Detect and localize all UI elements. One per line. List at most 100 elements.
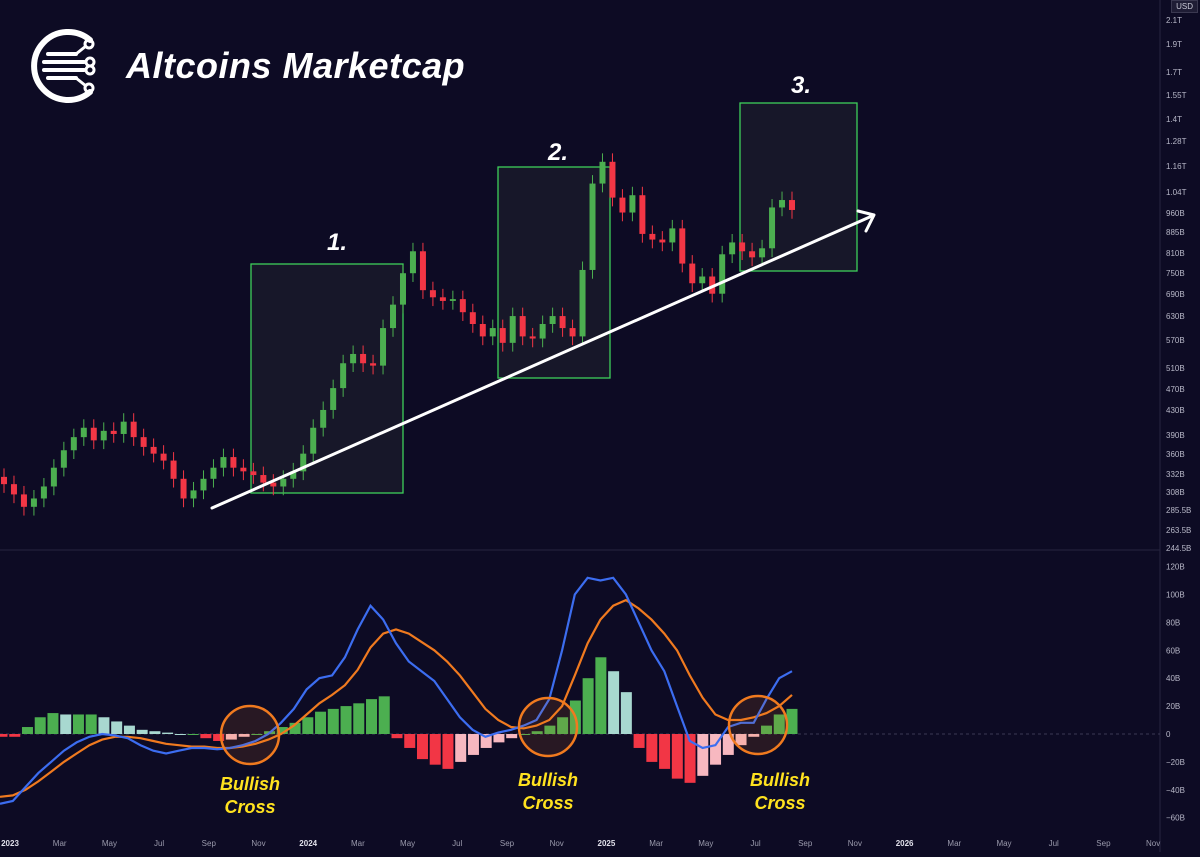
price-axis-tick: 390B xyxy=(1166,431,1185,440)
candle-body xyxy=(210,467,217,479)
candle-body xyxy=(320,409,327,428)
candle-body xyxy=(280,478,287,487)
macd-histogram-bar xyxy=(366,699,378,734)
bullish-cross-label: Bullish xyxy=(750,770,810,790)
candle-body xyxy=(370,363,377,366)
macd-histogram-bar xyxy=(582,678,594,734)
candle-body xyxy=(190,490,197,499)
candle-body xyxy=(70,437,77,451)
candle-body xyxy=(50,467,57,487)
candle-body xyxy=(449,299,456,301)
candle-body xyxy=(729,242,736,255)
macd-histogram-bar xyxy=(748,734,760,737)
macd-histogram-bar xyxy=(391,734,403,739)
candle-body xyxy=(10,484,17,495)
macd-histogram-group xyxy=(0,657,798,783)
macd-histogram-bar xyxy=(315,711,327,734)
candle-body xyxy=(559,316,566,329)
macd-histogram-bar xyxy=(21,727,33,734)
bullish-cross-label: Cross xyxy=(754,793,805,813)
candle-body xyxy=(110,430,117,434)
price-axis-tick: 1.28T xyxy=(1166,137,1187,146)
candle-body xyxy=(479,324,486,337)
time-axis-tick: Jul xyxy=(154,839,164,848)
macd-histogram-bar xyxy=(251,734,263,735)
candle-body xyxy=(549,316,556,325)
candle-body xyxy=(60,450,67,468)
macd-histogram-bar xyxy=(98,717,110,734)
macd-histogram-bar xyxy=(671,734,683,779)
brand-logo: Altcoins Marketcap xyxy=(28,26,465,106)
price-axis-tick: 470B xyxy=(1166,385,1185,394)
macd-histogram-bar xyxy=(710,734,722,765)
candle-body xyxy=(1,476,7,485)
price-axis-tick: 570B xyxy=(1166,336,1185,345)
macd-histogram-bar xyxy=(659,734,671,769)
candle-body xyxy=(509,316,516,343)
zone-box xyxy=(250,263,404,494)
candle-body xyxy=(250,471,257,476)
macd-axis-tick: −20B xyxy=(1166,758,1185,767)
candle-body xyxy=(120,421,127,434)
time-axis-tick: Sep xyxy=(202,839,217,848)
macd-histogram-bar xyxy=(174,734,186,735)
candle-body xyxy=(579,269,586,337)
price-axis-tick: 1.04T xyxy=(1166,188,1187,197)
time-axis-tick: Jul xyxy=(1049,839,1059,848)
macd-histogram-bar xyxy=(162,732,174,734)
zone-label: 3. xyxy=(791,72,811,99)
time-axis-tick: 2025 xyxy=(598,839,616,848)
price-axis-tick: 885B xyxy=(1166,228,1185,237)
time-axis-tick: May xyxy=(698,839,713,848)
macd-histogram-bar xyxy=(187,734,199,735)
macd-histogram-bar xyxy=(85,714,97,734)
time-axis-tick: Mar xyxy=(53,839,67,848)
price-axis-tick: 810B xyxy=(1166,249,1185,258)
macd-histogram-bar xyxy=(518,734,530,735)
macd-histogram-bar xyxy=(595,657,607,734)
macd-histogram-bar xyxy=(340,706,352,734)
candle-body xyxy=(789,200,795,210)
candle-body xyxy=(170,460,177,479)
time-axis-tick: Jul xyxy=(452,839,462,848)
macd-histogram-bar xyxy=(442,734,454,769)
time-axis-tick: Nov xyxy=(848,839,862,848)
candle-body xyxy=(290,471,297,479)
candle-body xyxy=(20,494,27,507)
time-axis-tick: Mar xyxy=(351,839,365,848)
candle-body xyxy=(629,195,636,213)
macd-histogram-bar xyxy=(136,729,148,734)
macd-histogram-bar xyxy=(773,714,785,734)
trendline xyxy=(210,214,874,510)
candle-body xyxy=(599,161,606,184)
trendline-arrowhead xyxy=(856,209,876,233)
price-axis-tick: 244.5B xyxy=(1166,544,1191,553)
candle-body xyxy=(80,427,87,438)
candle-body xyxy=(519,316,526,337)
candle-body xyxy=(739,242,746,252)
price-axis-tick: 1.4T xyxy=(1166,115,1182,124)
macd-histogram-bar xyxy=(455,734,467,762)
macd-histogram-bar xyxy=(557,717,569,734)
candle-body xyxy=(30,498,37,507)
price-axis-tick: 332B xyxy=(1166,470,1185,479)
macd-histogram-bar xyxy=(276,727,288,734)
candle-body xyxy=(300,453,307,472)
price-axis-tick: 308B xyxy=(1166,488,1185,497)
price-axis-tick: 690B xyxy=(1166,290,1185,299)
macd-axis-tick: 20B xyxy=(1166,702,1180,711)
macd-histogram-bar xyxy=(761,725,773,734)
price-axis-tick: 1.16T xyxy=(1166,162,1187,171)
price-axis-tick: 2.1T xyxy=(1166,16,1182,25)
time-axis-tick: 2026 xyxy=(896,839,914,848)
currency-badge: USD xyxy=(1171,0,1198,13)
candle-body xyxy=(619,197,626,213)
candle-body xyxy=(140,437,147,447)
macd-histogram-bar xyxy=(60,714,72,734)
candle-body xyxy=(160,453,167,461)
candle-body xyxy=(749,251,756,258)
candle-body xyxy=(350,353,357,364)
candle-body xyxy=(719,254,726,294)
candle-body xyxy=(569,328,576,337)
